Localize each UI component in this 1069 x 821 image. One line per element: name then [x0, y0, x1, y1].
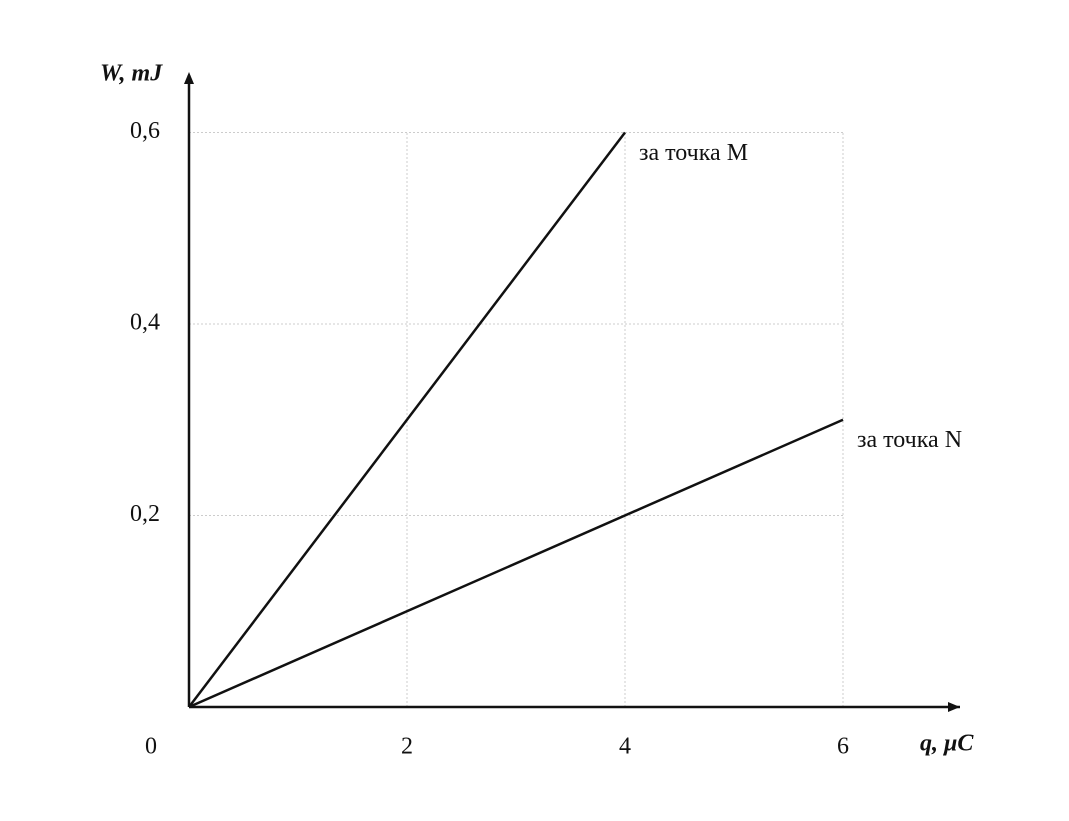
y-axis-arrow [184, 72, 194, 84]
y-tick-label: 0,4 [130, 309, 160, 335]
x-axis-label: q, μC [920, 731, 974, 757]
x-tick-label: 6 [837, 734, 849, 760]
series-line [188, 418, 844, 709]
y-axis-label: W, mJ [100, 61, 163, 87]
y-tick-label: 0,2 [130, 501, 160, 527]
series-line [188, 131, 626, 708]
y-tick-label: 0,6 [130, 118, 160, 144]
series-label: за точка N [857, 427, 962, 453]
x-tick-label: 2 [401, 734, 413, 760]
x-tick-label: 0 [145, 734, 157, 760]
x-axis-arrow [948, 702, 960, 712]
series-label: за точка M [639, 140, 748, 166]
x-tick-label: 4 [619, 734, 631, 760]
